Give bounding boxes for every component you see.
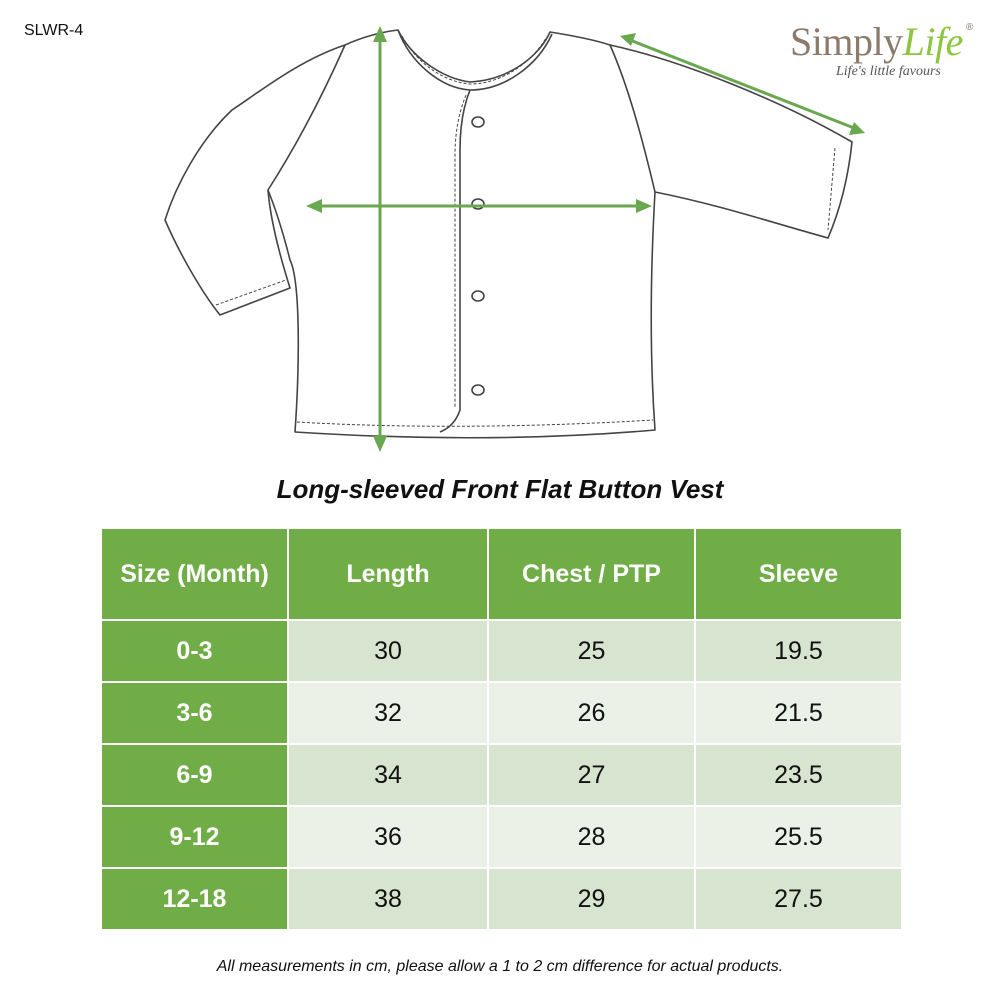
table-row: 12-18 38 29 27.5 [100, 867, 903, 931]
table-row: 9-12 36 28 25.5 [100, 805, 903, 869]
brand-name: SimplyLife [790, 18, 990, 66]
header-sleeve: Sleeve [694, 527, 903, 621]
table-row: 0-3 30 25 19.5 [100, 619, 903, 683]
header-size: Size (Month) [100, 527, 289, 621]
length-cell: 38 [287, 867, 489, 931]
sleeve-cell: 21.5 [694, 681, 903, 745]
sleeve-cell: 19.5 [694, 619, 903, 683]
table-row: 3-6 32 26 21.5 [100, 681, 903, 745]
sleeve-cell: 25.5 [694, 805, 903, 869]
size-cell: 3-6 [100, 681, 289, 745]
length-cell: 32 [287, 681, 489, 745]
right-cuff [827, 147, 836, 231]
product-code: SLWR-4 [24, 22, 84, 39]
sleeve-cell: 27.5 [694, 867, 903, 931]
size-chart-table: Size (Month) Length Chest / PTP Sleeve 0… [100, 527, 903, 931]
chest-arrow [306, 199, 652, 213]
left-sleeve [164, 44, 346, 316]
product-title: Long-sleeved Front Flat Button Vest [276, 474, 724, 504]
length-cell: 36 [287, 805, 489, 869]
chest-cell: 26 [487, 681, 696, 745]
brand-logo: SimplyLife ® Life's little favours [790, 18, 990, 80]
vest-body [267, 29, 656, 439]
hem [296, 419, 654, 427]
registered-mark: ® [966, 22, 974, 33]
length-arrow [373, 26, 387, 452]
vest-illustration [164, 26, 865, 452]
chest-cell: 27 [487, 743, 696, 807]
size-cell: 0-3 [100, 619, 289, 683]
size-cell: 9-12 [100, 805, 289, 869]
sleeve-arrow [620, 33, 865, 135]
header-chest: Chest / PTP [487, 527, 696, 621]
brand-name-part2: Life [902, 19, 964, 64]
placket [439, 89, 471, 433]
buttons [471, 116, 485, 396]
size-cell: 6-9 [100, 743, 289, 807]
chest-cell: 25 [487, 619, 696, 683]
table-row: 6-9 34 27 23.5 [100, 743, 903, 807]
left-cuff [215, 279, 287, 306]
chest-cell: 29 [487, 867, 696, 931]
sleeve-cell: 23.5 [694, 743, 903, 807]
length-cell: 30 [287, 619, 489, 683]
table-header-row: Size (Month) Length Chest / PTP Sleeve [100, 527, 903, 621]
chest-cell: 28 [487, 805, 696, 869]
measurement-footnote: All measurements in cm, please allow a 1… [216, 958, 784, 975]
header-length: Length [287, 527, 489, 621]
brand-tagline: Life's little favours [836, 64, 941, 79]
brand-name-part1: Simply [790, 19, 903, 64]
length-cell: 34 [287, 743, 489, 807]
size-cell: 12-18 [100, 867, 289, 931]
right-sleeve [609, 44, 853, 239]
collar-inner [401, 35, 547, 85]
placket-inner [454, 94, 467, 408]
